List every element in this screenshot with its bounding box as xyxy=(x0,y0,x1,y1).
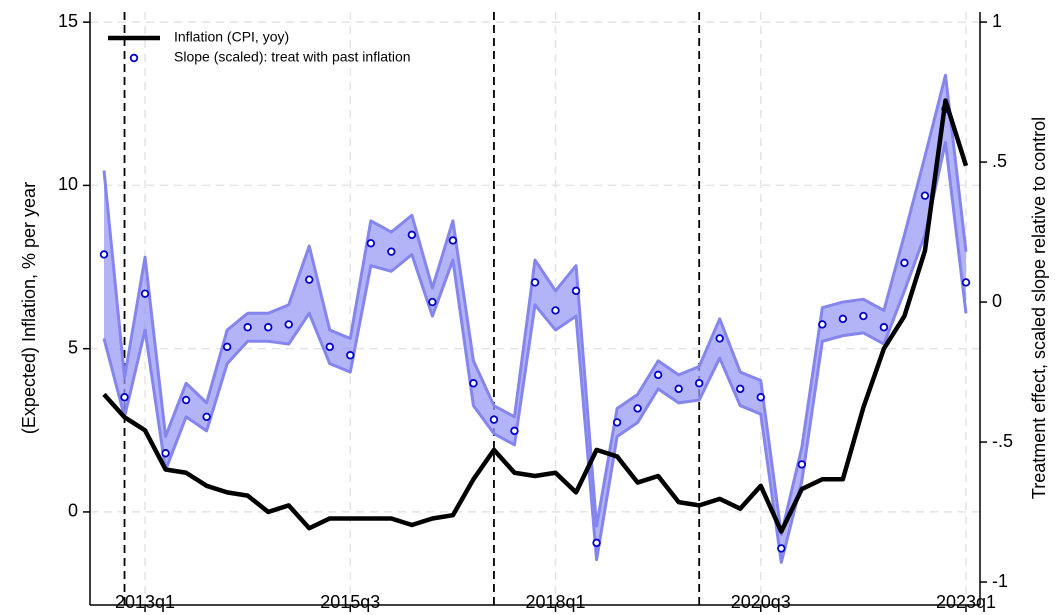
y-tick-label: 15 xyxy=(58,11,78,31)
point xyxy=(756,393,765,402)
y2-tick-label: -.5 xyxy=(992,431,1013,451)
point xyxy=(612,418,622,427)
point xyxy=(900,258,909,268)
point xyxy=(161,449,170,458)
point xyxy=(674,384,683,394)
confidence-edge xyxy=(102,140,968,564)
point xyxy=(510,426,519,436)
point xyxy=(879,323,889,332)
point xyxy=(202,412,211,422)
point xyxy=(961,278,971,287)
point xyxy=(838,314,848,324)
point xyxy=(633,404,642,413)
y2-tick-label: 1 xyxy=(992,11,1002,31)
point xyxy=(694,379,704,388)
point xyxy=(120,393,129,402)
point xyxy=(797,460,807,469)
confidence-band xyxy=(104,75,966,563)
point xyxy=(777,544,786,553)
point xyxy=(715,334,724,343)
point xyxy=(140,289,150,298)
x-tick-label: 2013q1 xyxy=(115,592,175,612)
point xyxy=(325,342,334,352)
point xyxy=(571,286,581,296)
point xyxy=(284,320,293,329)
point xyxy=(387,247,396,256)
x-tick-label: 2018q1 xyxy=(525,592,585,612)
point xyxy=(448,236,458,245)
point xyxy=(305,275,314,284)
point xyxy=(653,370,663,380)
y2-tick-label: 0 xyxy=(992,291,1002,311)
point xyxy=(736,384,745,394)
y2-tick-label: -1 xyxy=(992,571,1008,591)
legend-label: Slope (scaled): treat with past inflatio… xyxy=(174,49,411,65)
point xyxy=(551,306,560,315)
point xyxy=(243,323,252,332)
point xyxy=(407,230,417,240)
point xyxy=(859,311,868,321)
point xyxy=(222,342,232,352)
point xyxy=(263,323,273,332)
point xyxy=(346,351,355,360)
point xyxy=(818,320,827,329)
confidence-edge xyxy=(102,73,968,536)
series-line xyxy=(102,98,969,534)
point xyxy=(530,278,540,287)
point xyxy=(489,415,499,424)
point xyxy=(469,379,478,388)
y-tick-label: 10 xyxy=(58,174,78,194)
x-tick-label: 2015q3 xyxy=(320,592,380,612)
point xyxy=(592,538,601,548)
point xyxy=(366,239,376,248)
point xyxy=(99,250,109,259)
x-tick-label: 2023q1 xyxy=(936,592,996,612)
y-tick-label: 5 xyxy=(68,337,78,357)
point xyxy=(181,395,191,405)
point xyxy=(428,297,437,307)
y-axis-label: (Expected) Inflation, % per year xyxy=(19,182,39,434)
legend: Inflation (CPI, yoy) Slope (scaled): trea… xyxy=(108,29,411,65)
legend-swatch xyxy=(129,53,139,63)
y2-tick-label: .5 xyxy=(992,151,1007,171)
point xyxy=(920,191,930,200)
y2-axis-label: Treatment effect, scaled slope relative … xyxy=(1029,117,1049,499)
legend-label: Inflation (CPI, yoy) xyxy=(174,29,289,45)
y-tick-label: 0 xyxy=(68,501,78,521)
x-tick-label: 2020q3 xyxy=(731,592,791,612)
